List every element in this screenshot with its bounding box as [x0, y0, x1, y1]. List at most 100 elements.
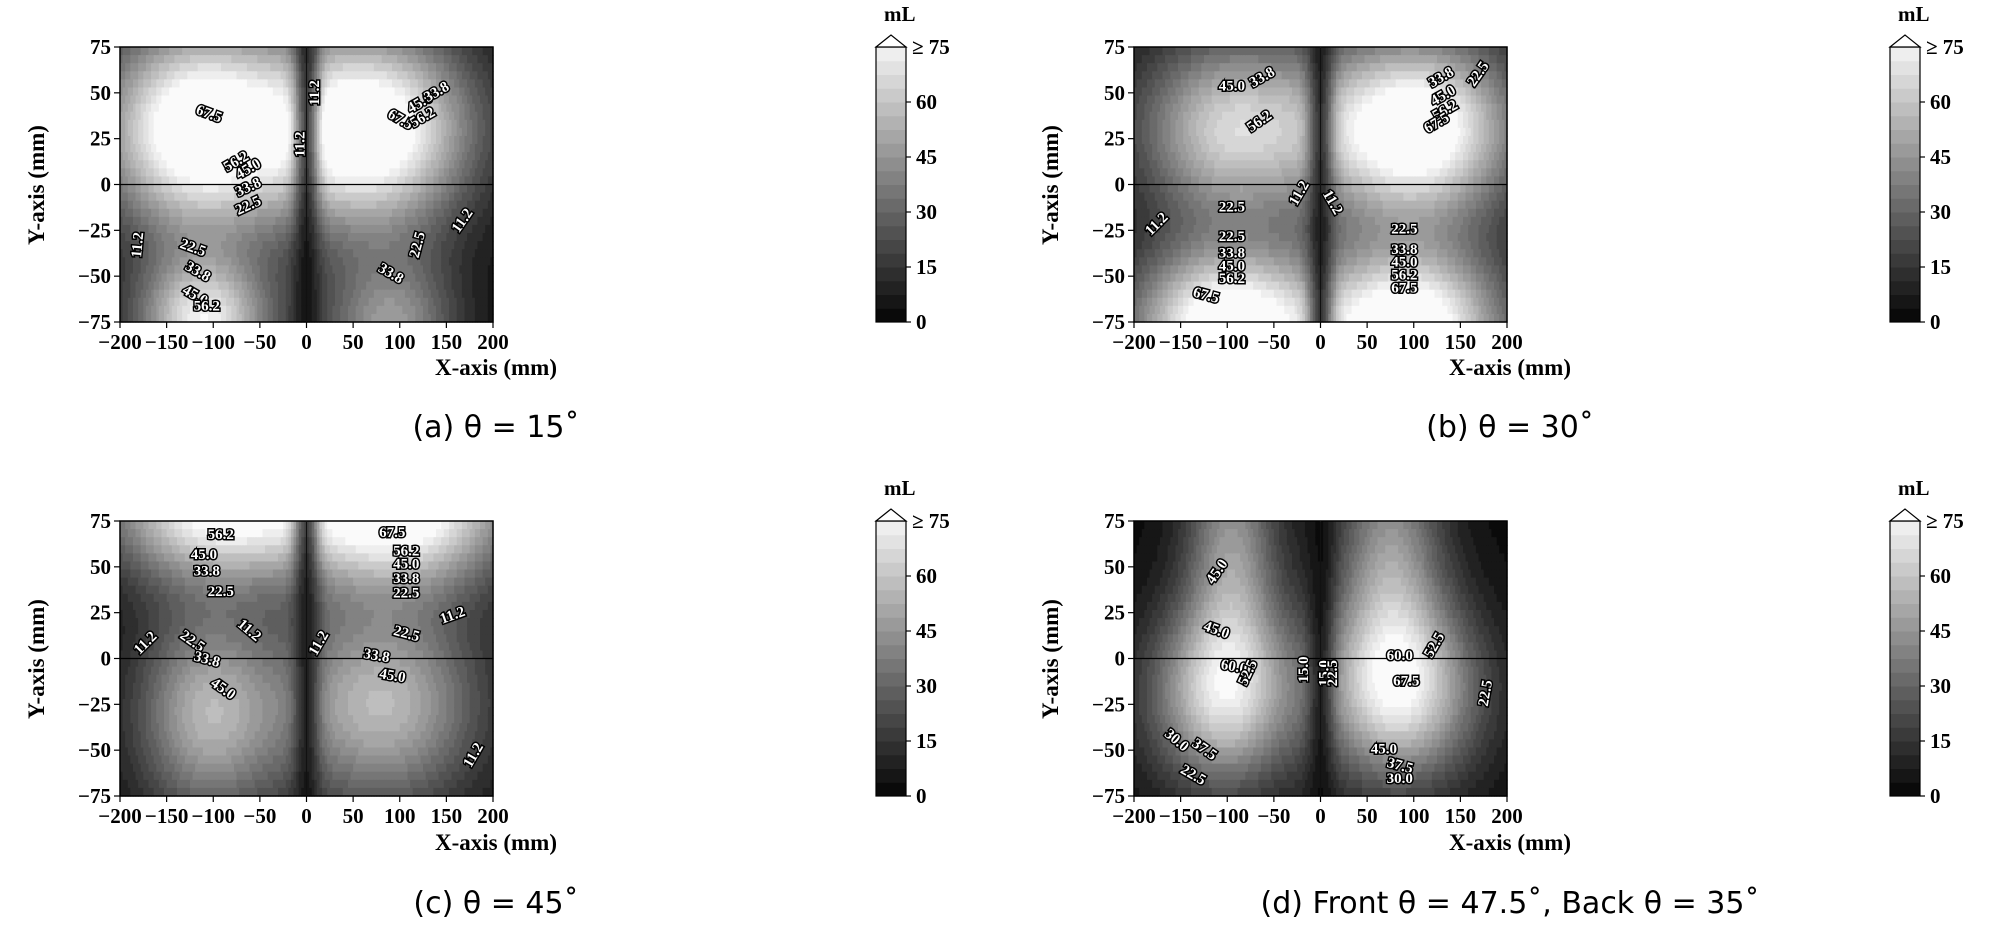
y-tick-label: −50 [78, 738, 111, 762]
x-tick-label: −50 [243, 330, 276, 354]
x-tick-label: 100 [384, 330, 416, 354]
contour-label: 56.2 [1219, 271, 1245, 287]
contour-label: 56.2 [194, 299, 220, 315]
contour-label: 15.0 [1296, 656, 1312, 682]
contour-label: 11.2 [292, 131, 308, 156]
x-tick-label: −200 [98, 804, 141, 828]
colorbar-tick-label: 15 [1930, 255, 1951, 279]
y-tick-label: 75 [90, 509, 111, 533]
contour-label: 22.5 [1219, 200, 1245, 216]
x-tick-label: 100 [1398, 804, 1430, 828]
contour-label: 56.2 [208, 527, 234, 543]
contour-label: 22.5 [1219, 229, 1245, 245]
colorbar-max-label: ≥ 75 [1926, 35, 1964, 59]
colorbar-tick-label: 15 [1930, 729, 1951, 753]
contour-panel-a: 67.556.245.033.822.511.211.267.545.056.2… [24, 2, 950, 445]
x-tick-label: 200 [477, 804, 509, 828]
contour-label: 45.0 [191, 547, 217, 563]
contour-plot: 67.556.245.033.822.511.211.267.545.056.2… [120, 47, 494, 323]
panel-caption: (c) θ = 45˚ [413, 886, 578, 921]
x-axis-label: X-axis (mm) [435, 355, 557, 380]
colorbar-tick-label: 15 [916, 255, 937, 279]
x-tick-label: 50 [1357, 330, 1378, 354]
contour-label: 60.0 [1387, 648, 1413, 664]
y-tick-label: 75 [1104, 35, 1125, 59]
y-tick-label: 75 [1104, 509, 1125, 533]
y-axis-label: Y-axis (mm) [24, 599, 49, 719]
contour-panel-d: 45.045.060.052.530.037.522.515.0 15.022.5… [1038, 476, 1964, 921]
x-tick-label: −200 [1112, 330, 1155, 354]
x-tick-label: 150 [431, 804, 463, 828]
x-tick-label: 0 [301, 804, 312, 828]
x-tick-label: −50 [243, 804, 276, 828]
colorbar-tick-label: 60 [916, 564, 937, 588]
contour-plot: 45.0 33.856.222.5 11.2 11.211.233.845.056.2… [1134, 47, 1508, 323]
colorbar-extend-arrow [876, 35, 906, 47]
y-tick-label: 0 [101, 647, 112, 671]
x-tick-label: −150 [1159, 804, 1202, 828]
colorbar-unit: mL [1898, 2, 1930, 26]
colorbar-unit: mL [884, 476, 916, 500]
y-tick-label: −25 [78, 692, 111, 716]
contour-label: 11.2 [307, 80, 323, 105]
colorbar-tick-label: 60 [1930, 564, 1951, 588]
colorbar-tick-label: 60 [916, 90, 937, 114]
x-tick-label: 150 [1445, 330, 1477, 354]
colorbar-bands [876, 47, 906, 323]
y-tick-label: 0 [101, 173, 112, 197]
y-tick-label: 25 [1104, 601, 1125, 625]
y-tick-label: −50 [78, 264, 111, 288]
y-tick-label: 50 [1104, 555, 1125, 579]
y-tick-label: −25 [78, 218, 111, 242]
x-tick-label: −150 [1159, 330, 1202, 354]
contour-label: 22.5 [1325, 660, 1341, 686]
contour-panel-c: 56.245.033.822.511.2 22.5 11.233.845.011.2… [24, 476, 950, 921]
y-tick-label: 50 [90, 555, 111, 579]
contour-label: 22.5 [208, 584, 234, 600]
y-tick-label: −50 [1092, 264, 1125, 288]
colorbar-max-label: ≥ 75 [1926, 509, 1964, 533]
colorbar-tick-label: 45 [916, 619, 937, 643]
contour-label: 22.5 [393, 586, 419, 602]
y-axis-label: Y-axis (mm) [24, 125, 49, 245]
x-axis: −200 −150 −100 −50 0 50 100 150 200 [98, 796, 508, 828]
x-tick-label: 50 [343, 330, 364, 354]
y-tick-label: 50 [90, 81, 111, 105]
x-tick-label: −100 [1206, 804, 1249, 828]
x-axis-label: X-axis (mm) [1449, 830, 1571, 855]
x-tick-label: −100 [1206, 330, 1249, 354]
y-tick-label: −50 [1092, 738, 1125, 762]
y-tick-label: −25 [1092, 692, 1125, 716]
colorbar-tick-label: 30 [1930, 674, 1951, 698]
colorbar-tick-label: 45 [916, 145, 937, 169]
colorbar-tick-label: 45 [1930, 145, 1951, 169]
x-tick-label: 0 [1315, 330, 1326, 354]
colorbar-tick-label: 45 [1930, 619, 1951, 643]
y-tick-label: 0 [1115, 647, 1126, 671]
colorbar-extend-arrow [1890, 35, 1920, 47]
contour-label: 22.5 [1391, 222, 1417, 238]
colorbar-tick-label: 30 [916, 674, 937, 698]
y-axis-label: Y-axis (mm) [1038, 599, 1063, 719]
x-tick-label: 150 [431, 330, 463, 354]
colorbar-bands [876, 521, 906, 797]
y-tick-label: 0 [1115, 173, 1126, 197]
contour-label: 45.0 [393, 556, 419, 572]
x-tick-label: 200 [1491, 804, 1523, 828]
colorbar-bands [1890, 521, 1920, 797]
y-tick-label: 75 [90, 35, 111, 59]
y-tick-label: 25 [90, 601, 111, 625]
x-tick-label: 100 [384, 804, 416, 828]
colorbar-unit: mL [884, 2, 916, 26]
contour-panel-b: 45.0 33.856.222.5 11.2 11.211.233.845.056.2… [1038, 2, 1964, 445]
contour-label: 67.5 [1393, 674, 1419, 690]
x-tick-label: 200 [1491, 330, 1523, 354]
